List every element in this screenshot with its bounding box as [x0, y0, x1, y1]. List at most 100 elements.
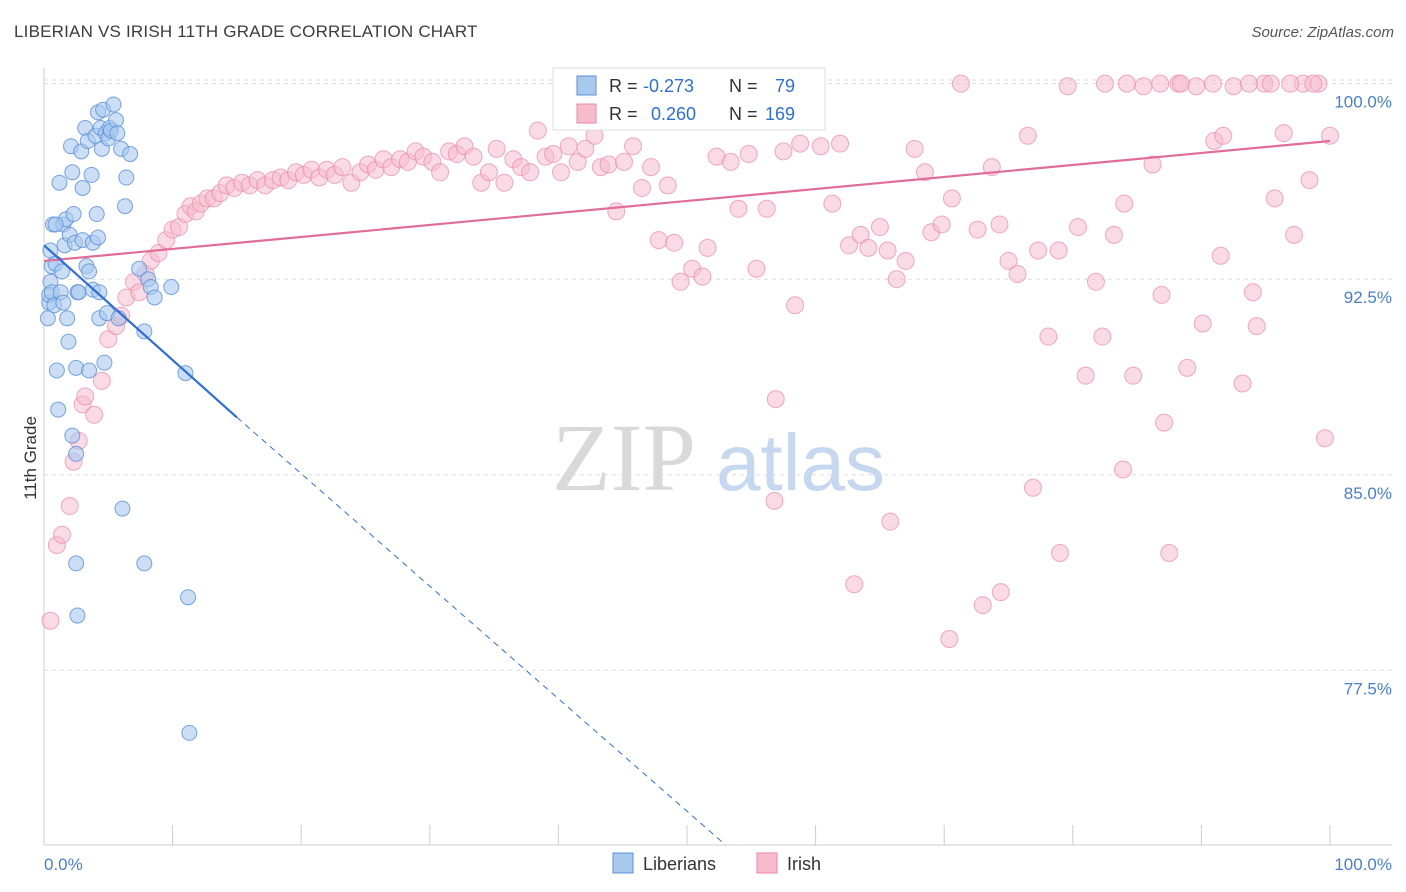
irish-series: [41, 74, 1339, 649]
liberian-point: [91, 284, 108, 301]
liberian-point: [181, 724, 198, 741]
irish-point: [487, 139, 506, 158]
legend-r-value-2: 0.260: [651, 104, 696, 124]
x-tick-label-min: 0.0%: [44, 855, 83, 874]
irish-point: [1274, 124, 1293, 143]
irish-point: [973, 596, 992, 615]
irish-point: [607, 202, 626, 221]
irish-point: [53, 525, 72, 544]
legend-n-label-2: N =: [729, 104, 758, 124]
liberian-point: [131, 260, 148, 277]
irish-point: [1211, 246, 1230, 265]
liberian-point: [105, 96, 122, 113]
irish-point: [665, 233, 684, 252]
liberian-point: [83, 166, 100, 183]
irish-point: [576, 139, 595, 158]
irish-point: [671, 272, 690, 291]
tick-labels: 77.5% 85.0% 92.5% 100.0% 0.0% 100.0%: [44, 93, 1392, 874]
irish-point: [765, 491, 784, 510]
bottom-legend-liberians-swatch: [612, 852, 634, 874]
irish-point: [757, 199, 776, 218]
irish-point: [551, 163, 570, 182]
irish-point: [1160, 543, 1179, 562]
irish-point: [1039, 327, 1058, 346]
irish-point: [1315, 429, 1334, 448]
irish-point: [76, 387, 95, 406]
irish-point: [878, 241, 897, 260]
irish-point: [887, 270, 906, 289]
irish-point: [1152, 285, 1171, 304]
irish-point: [811, 137, 830, 156]
irish-point: [859, 238, 878, 257]
liberian-point: [163, 279, 180, 296]
irish-point: [1095, 74, 1114, 93]
irish-point: [1284, 225, 1303, 244]
legend-r-label-1: R =: [609, 76, 638, 96]
irish-point: [1008, 264, 1027, 283]
y-tick-label: 85.0%: [1344, 484, 1392, 503]
liberian-point: [64, 427, 81, 444]
irish-point: [774, 142, 793, 161]
irish-point: [60, 497, 79, 516]
irish-point: [521, 163, 540, 182]
irish-point: [544, 145, 563, 164]
irish-point: [92, 371, 111, 390]
bottom-legend-irish-label: Irish: [787, 854, 821, 874]
legend-box: R = -0.273 N = 79 R = 0.260 N = 169: [552, 67, 826, 131]
irish-point: [840, 236, 859, 255]
liberian-point: [122, 146, 139, 163]
liberians-trend-line: [43, 244, 238, 419]
irish-point: [1247, 317, 1266, 336]
irish-point: [649, 231, 668, 250]
irish-trend-line: [43, 139, 1331, 263]
irish-point: [1171, 74, 1190, 93]
irish-point: [1018, 126, 1037, 145]
irish-point: [1224, 77, 1243, 96]
liberian-point: [54, 263, 71, 280]
irish-point: [991, 583, 1010, 602]
liberian-point: [69, 607, 86, 624]
liberian-point: [117, 198, 134, 215]
irish-point: [623, 137, 642, 156]
axes: [43, 68, 1392, 846]
irish-point: [968, 220, 987, 239]
irish-point: [940, 630, 959, 649]
irish-point: [1239, 74, 1258, 93]
liberian-point: [47, 216, 64, 233]
liberian-point: [136, 323, 153, 340]
liberian-point: [70, 284, 87, 301]
liberian-point: [65, 206, 82, 223]
y-tick-label: 77.5%: [1344, 679, 1392, 698]
irish-point: [1143, 155, 1162, 174]
irish-point: [495, 173, 514, 192]
watermark-atlas: atlas: [716, 418, 885, 507]
irish-point: [1086, 272, 1105, 291]
irish-point: [41, 611, 60, 630]
y-axis-title: 11th Grade: [21, 416, 40, 500]
irish-point: [1300, 171, 1319, 190]
irish-point: [431, 163, 450, 182]
legend-r-label-2: R =: [609, 104, 638, 124]
source-label: Source: ZipAtlas.com: [1251, 24, 1394, 41]
legend-n-value-1: 79: [775, 76, 795, 96]
x-tick-label-max: 100.0%: [1334, 855, 1392, 874]
irish-point: [766, 390, 785, 409]
irish-point: [905, 139, 924, 158]
bottom-legend-irish-swatch: [756, 852, 778, 874]
irish-point: [614, 152, 633, 171]
irish-point: [1049, 241, 1068, 260]
irish-point: [85, 405, 104, 424]
irish-point: [1304, 74, 1323, 93]
liberians-trend-extension: [236, 417, 726, 846]
irish-point: [1187, 77, 1206, 96]
irish-point: [1265, 189, 1284, 208]
irish-point: [698, 238, 717, 257]
liberian-point: [59, 310, 76, 327]
irish-point: [1214, 126, 1233, 145]
y-tick-label: 100.0%: [1334, 93, 1392, 112]
irish-point: [1281, 74, 1300, 93]
trend-lines: [43, 139, 1331, 846]
irish-point: [739, 145, 758, 164]
legend-liberians-swatch: [576, 75, 597, 96]
irish-point: [999, 251, 1018, 270]
